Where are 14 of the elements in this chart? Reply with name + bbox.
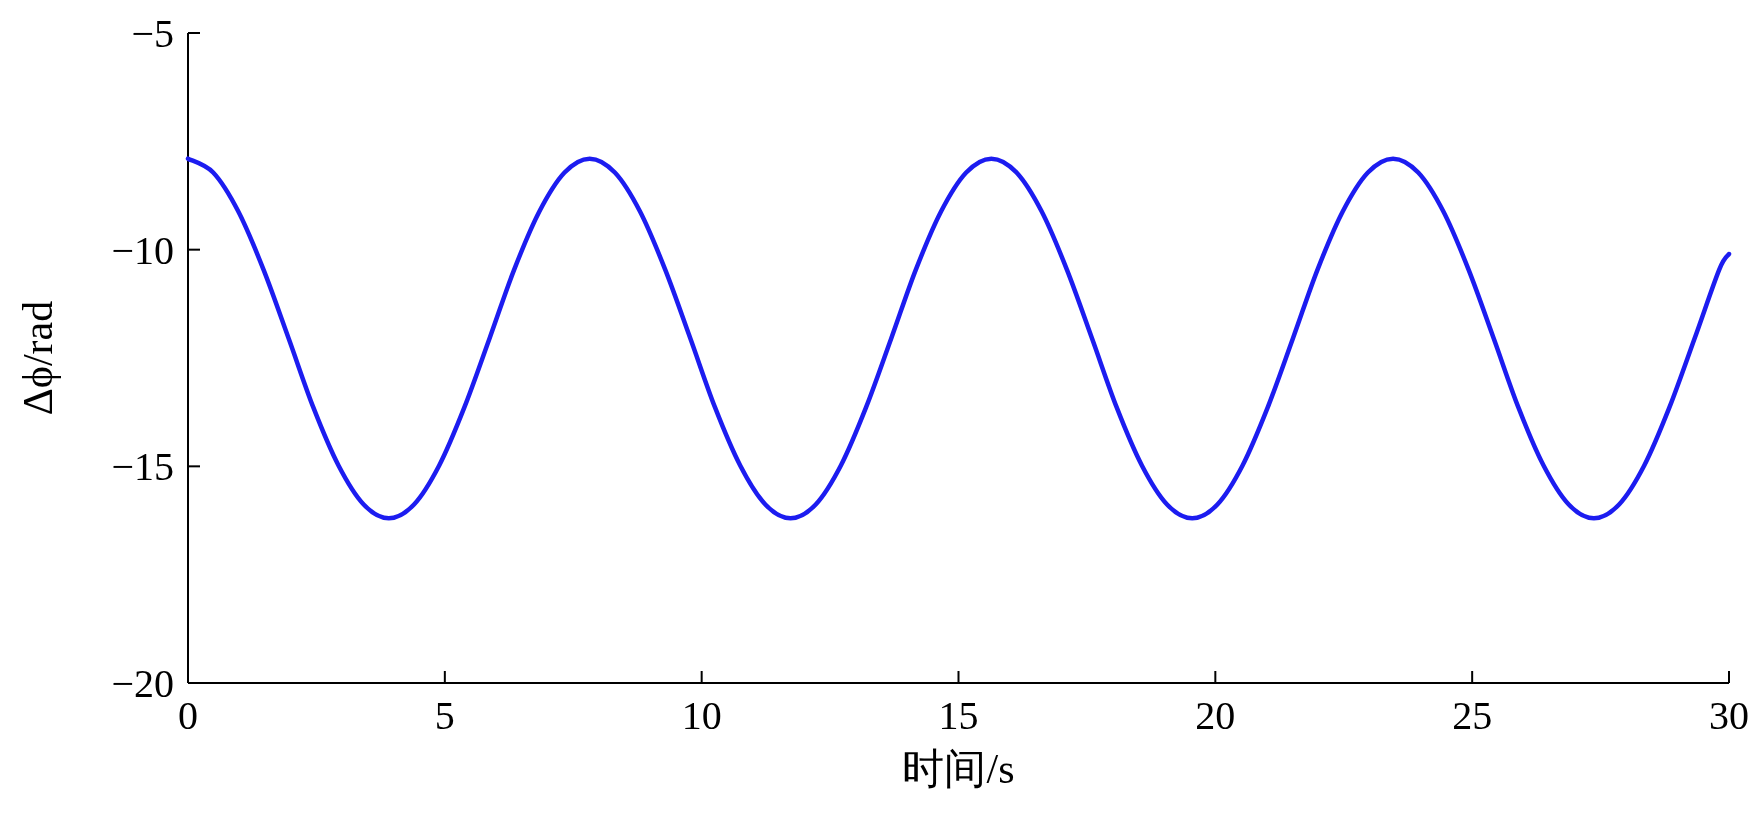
x-tick-label: 20 [1195, 693, 1236, 738]
y-tick-label: −10 [111, 227, 174, 273]
x-tick-label: 5 [434, 693, 455, 738]
x-tick-label: 15 [938, 693, 979, 738]
y-tick-label: −20 [111, 661, 174, 706]
x-tick-label: 10 [681, 693, 722, 738]
x-tick-label: 30 [1709, 693, 1749, 738]
x-tick-label: 0 [178, 693, 198, 738]
x-axis-title: 时间/s [902, 746, 1015, 792]
line-series [185, 156, 1732, 521]
y-axis-title: Δϕ/rad [15, 300, 61, 416]
y-tick-label: −5 [131, 11, 174, 56]
y-tick-label: −15 [111, 444, 174, 490]
x-tick-label: 25 [1452, 693, 1493, 738]
